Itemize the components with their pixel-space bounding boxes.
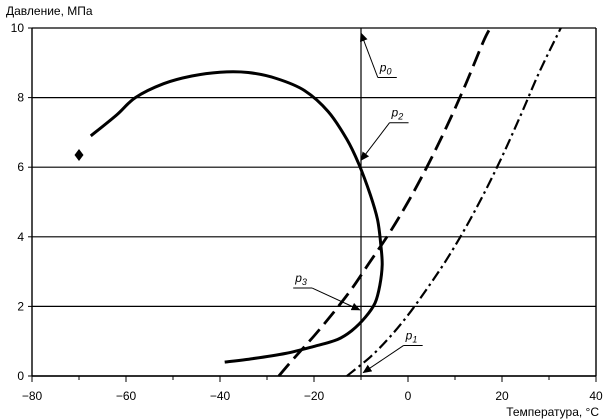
- annotation-arrow: [362, 345, 404, 374]
- series-line-dashed: [277, 27, 492, 377]
- annotation-layer: p0 p2 p3 p1: [293, 32, 423, 374]
- annotation-label-p0: p0: [379, 61, 392, 77]
- y-tick-label: 4: [17, 230, 24, 244]
- series-layer: [74, 27, 562, 377]
- series-line-solid: [89, 70, 384, 364]
- x-tick-label: −60: [116, 389, 137, 403]
- tick-layer: −80 −60 −40 −20 0 20 40 0 2 4 6 8 10: [11, 21, 603, 403]
- y-tick-label: 2: [17, 299, 24, 313]
- annotation-label-p1: p1: [405, 328, 418, 344]
- x-tick-label: −20: [304, 389, 325, 403]
- annotation-label-p2: p2: [391, 106, 404, 122]
- x-axis-label: Температура, °С: [506, 405, 599, 419]
- y-tick-label: 8: [17, 91, 24, 105]
- x-tick-label: −40: [210, 389, 231, 403]
- x-tick-label: −80: [22, 389, 43, 403]
- annotation-arrow: [311, 287, 361, 311]
- y-tick-label: 10: [11, 21, 25, 35]
- annotation-label-p3: p3: [294, 271, 307, 287]
- x-tick-label: 20: [495, 389, 509, 403]
- grid-layer: [31, 27, 597, 377]
- series-line-dashdot: [346, 27, 562, 377]
- annotation-arrow: [360, 122, 390, 162]
- y-tick-label: 0: [17, 369, 24, 383]
- annotation-arrow: [360, 32, 379, 78]
- x-tick-label: 0: [405, 389, 412, 403]
- y-axis-label: Давление, МПа: [6, 4, 93, 18]
- y-tick-label: 6: [17, 160, 24, 174]
- x-tick-label: 40: [589, 389, 603, 403]
- diamond-marker: [74, 149, 84, 162]
